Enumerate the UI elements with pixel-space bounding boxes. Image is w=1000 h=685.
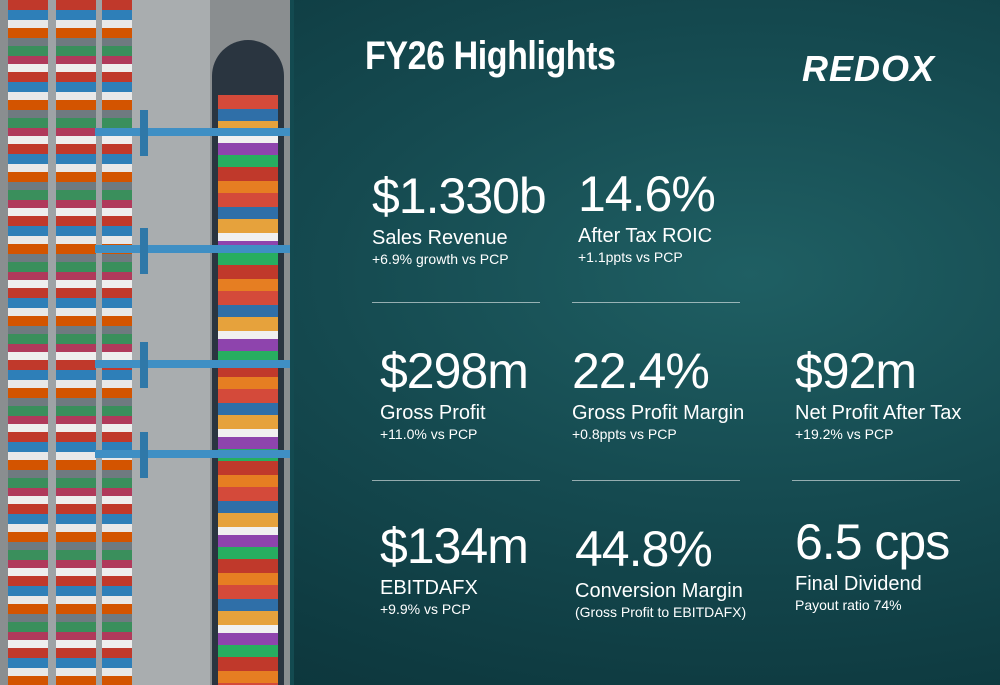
separator	[372, 480, 540, 481]
metric-note: (Gross Profit to EBITDAFX)	[575, 604, 747, 620]
metric: 22.4% Gross Profit Margin +0.8ppts vs PC…	[572, 343, 762, 443]
metric-label: Gross Profit	[380, 402, 486, 424]
metric: $1.330b Sales Revenue +6.9% growth vs PC…	[372, 168, 562, 268]
metric: $92m Net Profit After Tax +19.2% vs PCP	[795, 343, 985, 443]
metric-label: Sales Revenue	[372, 227, 508, 249]
separator	[372, 302, 540, 303]
metric-note: +6.9% growth vs PCP	[372, 251, 509, 267]
metric-note: Payout ratio 74%	[795, 597, 902, 613]
metric-note: +1.1ppts vs PCP	[578, 249, 683, 265]
metric-label: EBITDAFX	[380, 577, 478, 599]
metric-note: +0.8ppts vs PCP	[572, 426, 677, 442]
metric-value: $1.330b	[372, 168, 547, 224]
metric: $298m Gross Profit +11.0% vs PCP	[380, 343, 570, 443]
separator	[572, 302, 740, 303]
metric-note: +9.9% vs PCP	[380, 601, 471, 617]
metric-value: $92m	[795, 343, 917, 399]
metric-note: +19.2% vs PCP	[795, 426, 894, 442]
metric-value: 14.6%	[578, 166, 716, 222]
metric: 6.5 cps Final Dividend Payout ratio 74%	[795, 514, 985, 614]
metric-label: After Tax ROIC	[578, 225, 713, 247]
metric-label: Final Dividend	[795, 573, 922, 595]
separator	[792, 480, 960, 481]
metric-label: Net Profit After Tax	[795, 402, 962, 424]
metric-value: 22.4%	[572, 343, 710, 399]
metric-label: Conversion Margin	[575, 580, 743, 602]
metric: $134m EBITDAFX +9.9% vs PCP	[380, 518, 570, 618]
logo: REDOX	[802, 48, 936, 89]
metric-note: +11.0% vs PCP	[380, 426, 478, 442]
title: FY26 Highlights	[365, 34, 616, 78]
port-photo	[0, 0, 290, 685]
metric-label: Gross Profit Margin	[572, 402, 745, 424]
metric-value: $134m	[380, 518, 529, 574]
metric: 44.8% Conversion Margin (Gross Profit to…	[575, 521, 765, 621]
metric-value: $298m	[380, 343, 529, 399]
metric-value: 44.8%	[575, 521, 713, 577]
metric-value: 6.5 cps	[795, 514, 950, 570]
separator	[572, 480, 740, 481]
metric: 14.6% After Tax ROIC +1.1ppts vs PCP	[578, 166, 768, 266]
